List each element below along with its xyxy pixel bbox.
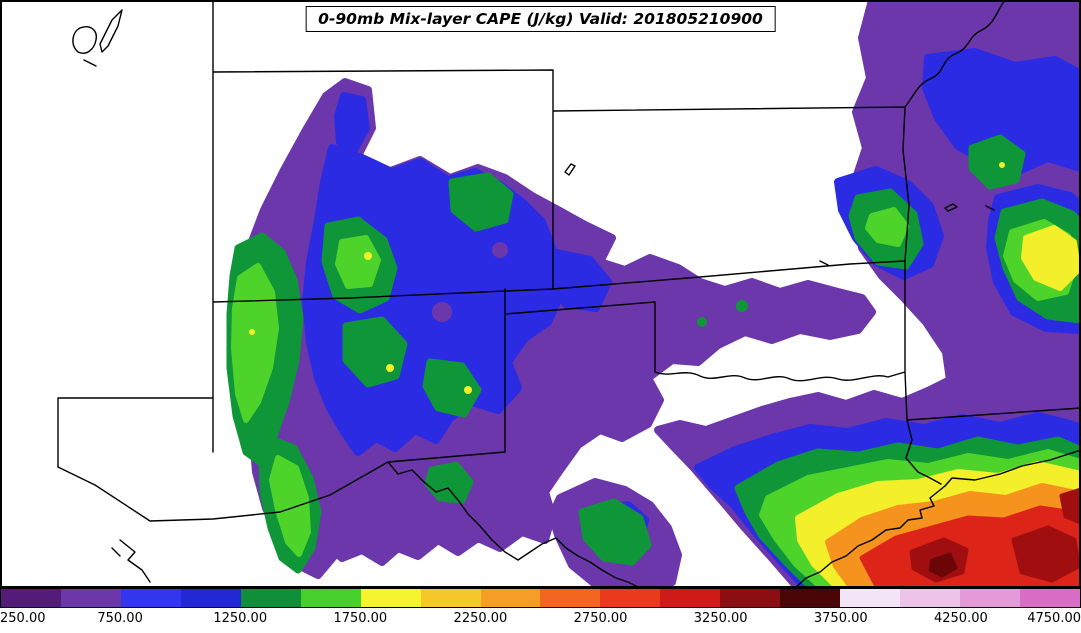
fill-green-centralnm	[422, 358, 482, 418]
colorbar-tick-label: 4750.00	[1027, 611, 1081, 626]
colorbar-segment	[60, 589, 121, 607]
fill-bgreen-mexico	[269, 455, 311, 557]
fill-maroon-core	[928, 552, 958, 578]
colorbar-segment	[240, 589, 301, 607]
colorbar-segment	[1, 589, 61, 607]
fill-bgreen-neok	[865, 207, 909, 247]
fill-green-topright	[968, 134, 1026, 190]
small-lakes	[111, 163, 995, 583]
map-title: 0-90mb Mix-layer CAPE (J/kg) Valid: 2018…	[305, 6, 776, 32]
fill-purple-hole1	[432, 302, 452, 322]
colorbar-tick-label: 1250.00	[213, 611, 268, 626]
fill-green-nm2	[342, 316, 408, 388]
colorbar-tick-label: 3250.00	[693, 611, 748, 626]
axes-frame	[0, 0, 1081, 588]
fill-bgreen-nm	[335, 235, 381, 289]
fill-blue-topright	[922, 48, 1081, 176]
colorbar-segment	[360, 589, 421, 607]
fill-yellow-rightedge	[1021, 225, 1081, 291]
fill-yellow-speck3	[464, 386, 472, 394]
fill-purple-hole2	[492, 242, 508, 258]
cape-map-svg	[0, 0, 1081, 588]
fill-bgreen-wcolorado	[231, 263, 279, 423]
colorbar-segment	[300, 589, 361, 607]
missouri-river	[904, 0, 1006, 108]
colorbar-tick-label: 1750.00	[333, 611, 388, 626]
fill-yellow-speck4	[249, 329, 255, 335]
fill-green-speck2	[697, 317, 707, 327]
fill-blue-panhandle	[544, 248, 612, 312]
mexico-border-rio-grande	[57, 461, 641, 588]
colorbar-segment	[1019, 589, 1080, 607]
state-borders	[57, 0, 1081, 588]
colorbar-segment	[120, 589, 181, 607]
colorbar-tick-label: 250.00	[0, 611, 46, 626]
cape-contour-fills	[226, 0, 1081, 588]
colorbar-segment	[600, 589, 661, 607]
fill-yellow-speck1	[386, 364, 394, 372]
gulf-coastline	[794, 449, 1081, 588]
colorbar-segment	[960, 589, 1020, 607]
colorbar-segment	[840, 589, 901, 607]
map-area: 0-90mb Mix-layer CAPE (J/kg) Valid: 2018…	[0, 0, 1081, 588]
colorbar-segment	[180, 589, 241, 607]
colorbar-segment	[480, 589, 541, 607]
colorbar-tick-label: 4250.00	[933, 611, 988, 626]
fill-yellow-speck2	[364, 252, 372, 260]
colorbar-tick-label: 2250.00	[453, 611, 508, 626]
colorbar-segment	[780, 589, 841, 607]
colorbar-segment	[420, 589, 481, 607]
fill-blue-colorado-finger	[334, 92, 370, 154]
colorbar-segment	[720, 589, 781, 607]
colorbar-tick-labels: 250.00 750.00 1250.00 1750.00 2250.00 2750.00…	[0, 608, 1081, 632]
colorbar-tick-label: 3750.00	[813, 611, 868, 626]
fill-green-wtexas	[424, 461, 474, 504]
state-boundary-lines	[57, 0, 1081, 485]
fill-darkred-rightedge	[1059, 487, 1081, 525]
colorbar-segment	[900, 589, 960, 607]
fill-darkred-coast-east	[1011, 525, 1081, 583]
fill-green-sco	[448, 172, 514, 232]
colorbar-tick-label: 750.00	[97, 611, 143, 626]
colorbar-segment	[660, 589, 721, 607]
fill-green-speck1	[736, 300, 748, 312]
fill-yellow-speck5	[999, 162, 1005, 168]
colorbar-segment	[540, 589, 601, 607]
fill-green-riogrande	[578, 498, 652, 566]
colorbar	[0, 588, 1081, 608]
colorbar-tick-label: 2750.00	[573, 611, 628, 626]
great-salt-lake	[72, 9, 123, 67]
